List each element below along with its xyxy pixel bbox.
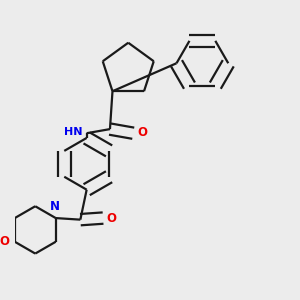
Text: O: O — [137, 126, 147, 139]
Text: HN: HN — [64, 127, 83, 137]
Text: N: N — [50, 200, 60, 213]
Text: O: O — [107, 212, 117, 225]
Text: O: O — [0, 235, 10, 248]
